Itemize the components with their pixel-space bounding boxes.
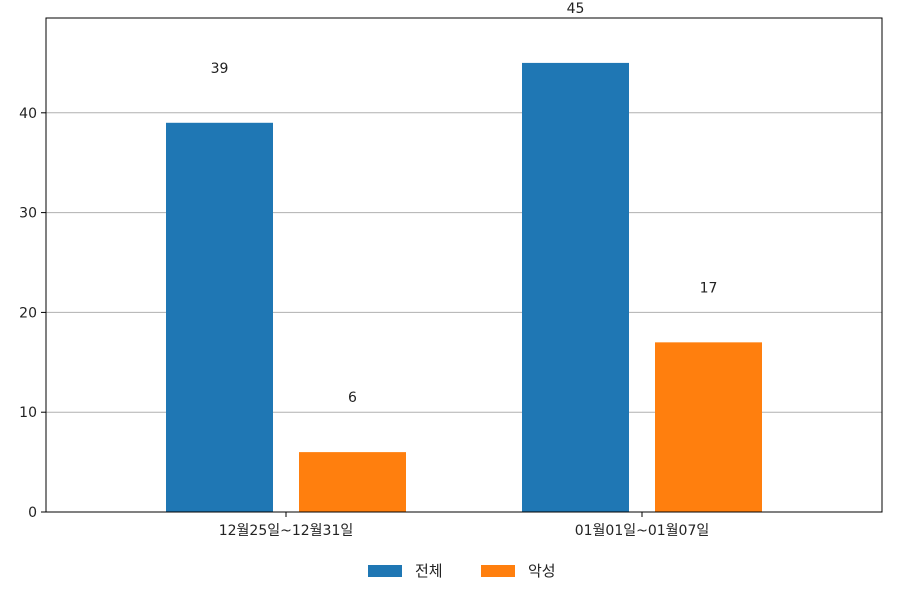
legend-swatch <box>481 565 515 577</box>
bar-value-label: 6 <box>348 390 357 406</box>
y-tick-label: 10 <box>19 405 37 421</box>
legend-label: 악성 <box>528 562 556 580</box>
data-labels: 39 6 45 17 <box>211 1 718 406</box>
legend-swatch <box>368 565 402 577</box>
legend-label: 전체 <box>415 562 443 580</box>
bar-total <box>166 122 273 513</box>
y-tick-label: 20 <box>19 305 37 321</box>
y-tick-label: 30 <box>19 206 37 222</box>
bar-value-label: 17 <box>700 280 718 296</box>
bars <box>166 62 762 513</box>
x-tick-label: 01월01일~01월07일 <box>575 523 710 539</box>
plot-area <box>45 17 883 513</box>
bar-malicious <box>299 452 406 512</box>
y-tick-label: 40 <box>19 106 37 122</box>
x-tick-label: 12월25일~12월31일 <box>219 523 354 539</box>
y-axis: 0 10 20 30 40 <box>19 106 46 521</box>
bar-value-label: 45 <box>567 1 585 17</box>
y-tick-label: 0 <box>28 505 37 521</box>
bar-value-label: 39 <box>211 61 229 77</box>
bar-malicious <box>655 342 762 512</box>
legend: 전체 악성 <box>368 562 556 580</box>
bar-total <box>522 62 629 513</box>
x-axis: 12월25일~12월31일 01월01일~01월07일 <box>219 512 710 539</box>
